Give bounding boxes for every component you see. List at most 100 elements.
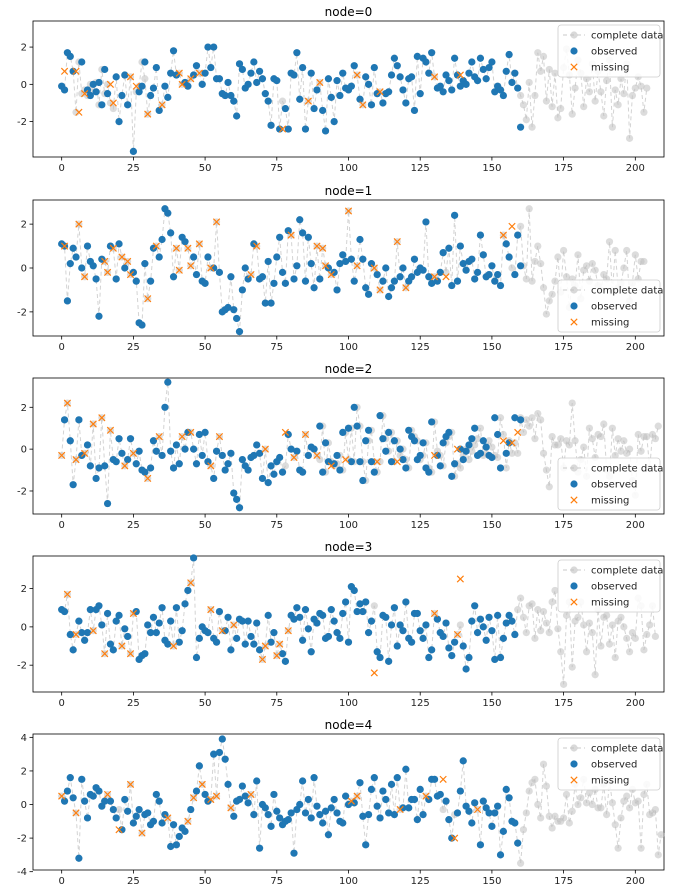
observed-point	[121, 795, 129, 804]
observed-point	[410, 795, 419, 804]
observed-point	[138, 82, 146, 90]
observed-point	[307, 648, 315, 656]
observed-point	[146, 277, 155, 285]
observed-point	[135, 447, 143, 455]
complete-data-point	[554, 441, 562, 449]
observed-point	[112, 275, 120, 283]
observed-point	[488, 453, 496, 462]
observed-point	[290, 849, 298, 857]
observed-point	[255, 844, 264, 852]
observed-point	[511, 819, 519, 827]
observed-point	[175, 460, 183, 468]
observed-point	[267, 638, 275, 646]
missing-point	[178, 432, 186, 441]
observed-point	[479, 797, 487, 805]
observed-point	[321, 807, 330, 815]
observed-point	[390, 54, 398, 62]
x-tick-label: 25	[127, 342, 140, 353]
observed-point	[379, 435, 387, 443]
observed-point	[244, 617, 252, 625]
observed-point	[350, 403, 358, 411]
complete-data-point	[597, 432, 605, 441]
observed-point	[462, 80, 470, 88]
observed-point	[253, 441, 261, 449]
observed-point	[451, 460, 459, 468]
complete-data-point	[585, 789, 594, 797]
complete-data-point	[534, 800, 542, 809]
observed-point	[75, 617, 83, 625]
observed-point	[359, 812, 367, 820]
legend-observed-marker	[570, 760, 578, 768]
observed-point	[98, 101, 106, 109]
observed-point	[264, 611, 272, 619]
y-tick-label: -2	[17, 486, 27, 497]
missing-point	[215, 432, 224, 441]
complete-data-point	[608, 621, 616, 629]
complete-data-point	[611, 246, 619, 255]
observed-point	[502, 449, 510, 457]
observed-point	[115, 611, 123, 619]
complete-data-point	[516, 222, 525, 230]
observed-point	[485, 809, 493, 817]
observed-point	[387, 284, 396, 292]
observed-point	[327, 804, 335, 812]
observed-point	[468, 435, 476, 443]
legend-label: complete data	[591, 566, 663, 577]
complete-data-point	[643, 432, 651, 441]
x-tick-label: 125	[411, 342, 430, 353]
missing-point	[473, 805, 482, 814]
observed-point	[321, 439, 330, 447]
observed-point	[448, 281, 456, 290]
missing-point	[169, 642, 178, 650]
complete-data-point	[591, 97, 599, 105]
observed-point	[445, 77, 453, 85]
missing-point	[60, 242, 69, 250]
observed-point	[390, 604, 398, 612]
x-tick-label: 175	[554, 698, 573, 709]
missing-point	[187, 579, 195, 587]
y-tick-label: 2	[21, 43, 27, 54]
complete-data-point	[657, 831, 665, 839]
observed-point	[324, 75, 333, 83]
observed-point	[382, 264, 390, 272]
observed-point	[491, 809, 499, 817]
missing-point	[207, 795, 215, 804]
observed-point	[471, 799, 479, 807]
complete-data-point	[585, 88, 594, 96]
observed-point	[336, 634, 344, 642]
missing-point	[118, 253, 126, 261]
observed-point	[499, 634, 507, 642]
observed-point	[210, 474, 218, 483]
observed-point	[181, 445, 189, 453]
missing-point	[144, 295, 152, 303]
complete-data-point	[531, 775, 539, 783]
missing-point	[72, 630, 80, 639]
x-tick-label: 175	[554, 520, 573, 531]
observed-point	[422, 621, 430, 629]
observed-point	[66, 630, 74, 639]
observed-point	[296, 613, 304, 621]
observed-point	[413, 52, 421, 60]
panel-node-1: node=1 0 25 50 75 100 125 150 175 200 -2 0 2 complete…	[17, 184, 665, 353]
observed-point	[379, 787, 387, 795]
missing-point	[195, 240, 203, 248]
observed-point	[491, 277, 499, 285]
missing-point	[499, 437, 508, 445]
observed-point	[505, 253, 513, 261]
observed-point	[169, 47, 178, 55]
complete-data-line	[61, 738, 662, 864]
complete-data-point	[554, 625, 562, 633]
observed-point	[399, 627, 407, 635]
observed-point	[270, 629, 278, 637]
observed-point	[405, 426, 413, 434]
complete-data-point	[560, 814, 568, 822]
missing-point	[370, 264, 378, 272]
observed-point	[86, 91, 94, 100]
legend-label: complete data	[591, 286, 663, 297]
observed-point	[112, 458, 120, 466]
observed-point	[494, 611, 502, 619]
legend-label: missing	[591, 598, 629, 609]
observed-point	[293, 447, 301, 455]
observed-point	[451, 638, 459, 646]
complete-data-point	[591, 266, 599, 274]
